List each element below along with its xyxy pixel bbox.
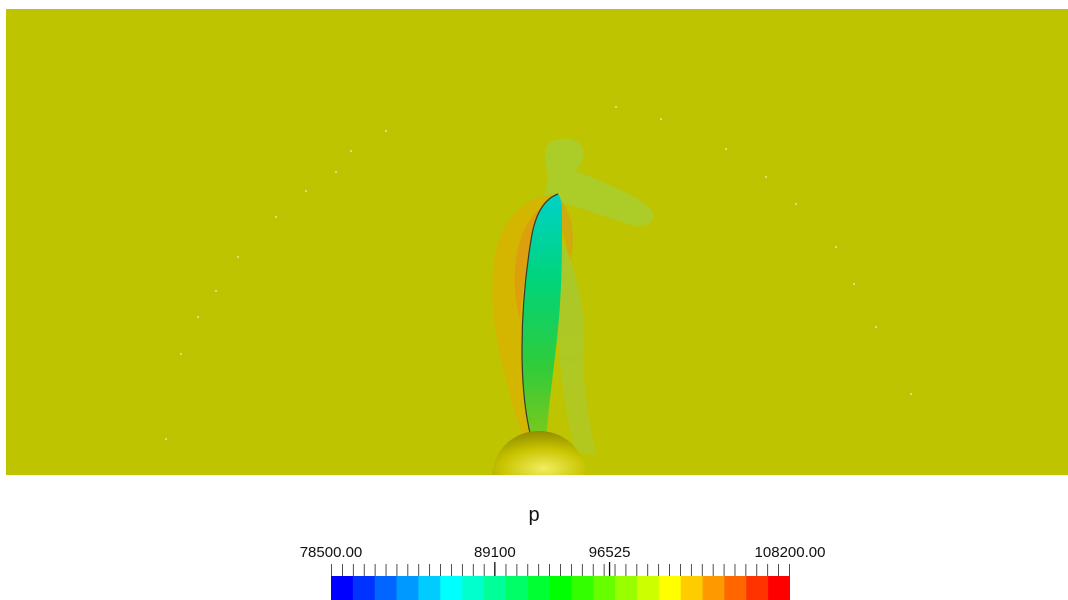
scalar-bar-ticks bbox=[331, 562, 790, 576]
scalar-bar-mid1-label: 89100 bbox=[473, 544, 516, 561]
scalar-bar-segment bbox=[615, 576, 638, 600]
scalar-bar-title: p bbox=[528, 504, 540, 526]
scalar-bar-segment bbox=[440, 576, 463, 600]
scalar-bar-segment bbox=[768, 576, 790, 600]
scalar-bar-segment bbox=[637, 576, 660, 600]
scalar-bar-segment bbox=[484, 576, 507, 600]
pressure-field-render bbox=[6, 9, 1068, 475]
scalar-bar-segment bbox=[396, 576, 420, 600]
blade-surface bbox=[522, 194, 562, 441]
scalar-bar-segment bbox=[462, 576, 485, 600]
render-viewport[interactable] bbox=[6, 9, 1068, 475]
scalar-bar-segment bbox=[352, 576, 376, 600]
scalar-bar-min-label: 78500.00 bbox=[299, 544, 363, 561]
tip-wake-region bbox=[536, 138, 654, 249]
scalar-bar-segment bbox=[331, 576, 354, 600]
hub bbox=[492, 431, 586, 475]
scalar-bar-segment bbox=[549, 576, 573, 600]
scalar-bar-segment bbox=[527, 576, 551, 600]
scalar-bar-segment bbox=[593, 576, 616, 600]
blade-leading-edge bbox=[521, 193, 559, 442]
scalar-bar-segment bbox=[418, 576, 441, 600]
mesh-arc-dots bbox=[165, 106, 912, 440]
scalar-bar-segment bbox=[746, 576, 769, 600]
scalar-bar-segment bbox=[702, 576, 726, 600]
scalar-bar-segment bbox=[658, 576, 682, 600]
blade-wake bbox=[558, 239, 596, 454]
scalar-bar-max-label: 108200.00 bbox=[754, 544, 826, 561]
scalar-bar-segment bbox=[505, 576, 529, 600]
scalar-bar-mid2-label: 96525 bbox=[588, 544, 631, 561]
scalar-bar-segment bbox=[724, 576, 747, 600]
scalar-bar-segment bbox=[571, 576, 594, 600]
scalar-bar-segment bbox=[374, 576, 398, 600]
scalar-bar-gradient bbox=[331, 576, 790, 600]
scalar-bar-segment bbox=[680, 576, 704, 600]
